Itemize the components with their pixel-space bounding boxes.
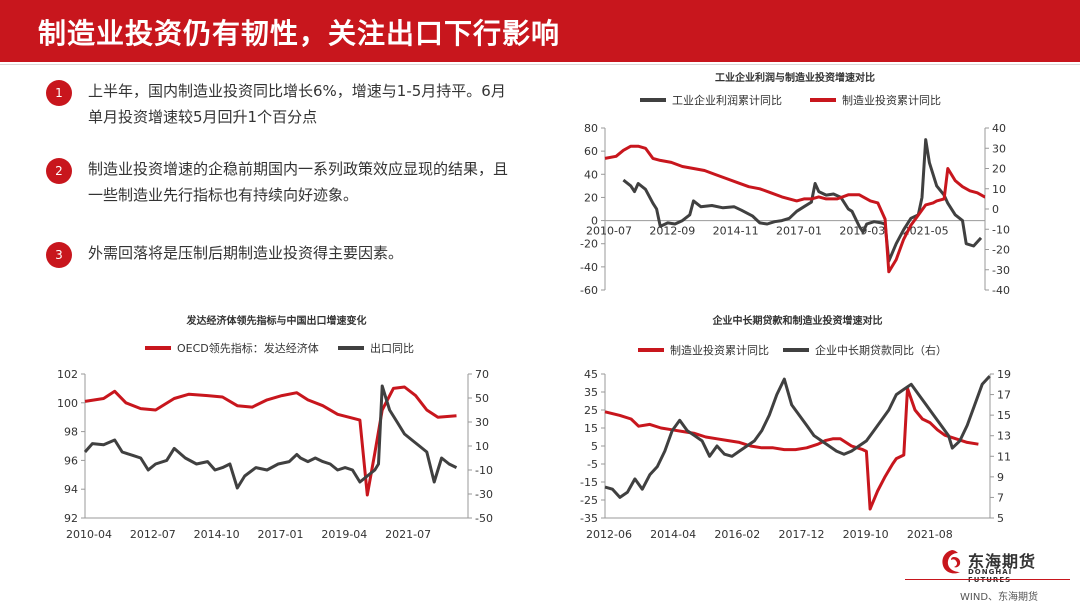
y-tick-label-right: 17 <box>997 389 1011 402</box>
footer-rule <box>905 579 1070 580</box>
x-tick-label: 2019-04 <box>321 528 367 541</box>
x-tick-label: 2016-02 <box>714 528 760 541</box>
y-tick-label-right: 13 <box>997 430 1011 443</box>
y-tick-label-right: 20 <box>992 163 1006 176</box>
y-tick-label-left: 45 <box>584 368 598 381</box>
logo-text-cn: 东海期货 <box>968 552 1037 571</box>
y-tick-label-left: -25 <box>580 494 598 507</box>
bullet-number-2: 2 <box>46 158 72 184</box>
x-tick-label: 2017-01 <box>258 528 304 541</box>
series-line-2 <box>604 144 987 274</box>
x-tick-label: 2010-04 <box>66 528 112 541</box>
legend-label: 制造业投资累计同比 <box>670 343 769 357</box>
logo-text-en: DONGHAI FUTURES <box>968 568 1013 584</box>
y-tick-label-left: 35 <box>584 386 598 399</box>
series-line-1 <box>84 385 457 497</box>
x-tick-label: 2021-05 <box>903 225 949 238</box>
legend-label: 企业中长期贷款同比（右） <box>815 343 947 357</box>
x-tick-label: 2014-10 <box>194 528 240 541</box>
bullet-text-2: 制造业投资增速的企稳前期国内一系列政策效应显现的结果，且一些制造业先行指标也有持… <box>88 160 509 204</box>
y-tick-label-right: -10 <box>992 223 1010 236</box>
y-tick-label-left: 98 <box>64 426 78 439</box>
x-tick-label: 2014-11 <box>713 225 759 238</box>
chart-title: 企业中长期贷款和制造业投资增速对比 <box>712 314 883 327</box>
y-tick-label-left: 5 <box>591 440 598 453</box>
title-banner: 制造业投资仍有韧性，关注出口下行影响 <box>0 0 1080 62</box>
legend-label: OECD领先指标：发达经济体 <box>177 341 319 355</box>
y-tick-label-left: -20 <box>580 238 598 251</box>
y-tick-label-left: 15 <box>584 422 598 435</box>
y-tick-label-right: -20 <box>992 244 1010 257</box>
y-tick-label-right: 50 <box>475 392 489 405</box>
series-line-1 <box>622 138 983 263</box>
bullet-number-3: 3 <box>46 242 72 268</box>
chart-oecd-vs-exports: 发达经济体领先指标与中国出口增速变化 OECD领先指标：发达经济体 出口同比 102 1… <box>57 314 493 541</box>
x-tick-label: 2017-01 <box>776 225 822 238</box>
y-tick-label-right: 30 <box>475 416 489 429</box>
y-tick-label-right: 30 <box>992 142 1006 155</box>
y-tick-label-right: 10 <box>992 183 1006 196</box>
bullet-number-1: 1 <box>46 80 72 106</box>
series-line-2 <box>83 384 458 490</box>
x-tick-label: 2021-07 <box>385 528 431 541</box>
y-tick-label-left: 92 <box>64 512 78 525</box>
legend-label: 出口同比 <box>370 341 414 355</box>
y-tick-label-left: -15 <box>580 476 598 489</box>
y-tick-label-right: 0 <box>992 203 999 216</box>
y-tick-label-right: -30 <box>992 264 1010 277</box>
x-tick-label: 2012-06 <box>586 528 632 541</box>
y-tick-label-right: 7 <box>997 491 1004 504</box>
y-tick-label-right: 19 <box>997 368 1011 381</box>
legend-label: 工业企业利润累计同比 <box>672 93 782 107</box>
header-divider <box>0 64 1080 65</box>
y-tick-label-left: 102 <box>57 368 78 381</box>
donghai-logo: 东海期货 DONGHAI FUTURES <box>932 546 1052 584</box>
y-tick-label-left: 0 <box>591 215 598 228</box>
y-tick-label-left: -5 <box>587 458 598 471</box>
y-tick-label-right: -30 <box>475 488 493 501</box>
chart-title: 发达经济体领先指标与中国出口增速变化 <box>186 314 367 327</box>
x-tick-label: 2014-04 <box>650 528 696 541</box>
y-tick-label-left: 100 <box>57 397 78 410</box>
y-tick-label-left: -60 <box>580 284 598 297</box>
y-tick-label-left: 80 <box>584 122 598 135</box>
y-tick-label-right: -40 <box>992 284 1010 297</box>
y-tick-label-right: -50 <box>475 512 493 525</box>
y-tick-label-right: 9 <box>997 471 1004 484</box>
x-tick-label: 2021-08 <box>907 528 953 541</box>
y-tick-label-left: 25 <box>584 404 598 417</box>
y-tick-label-right: -10 <box>475 464 493 477</box>
y-tick-label-left: 60 <box>584 145 598 158</box>
y-tick-label-left: -35 <box>580 512 598 525</box>
y-tick-label-left: 40 <box>584 168 598 181</box>
y-tick-label-right: 10 <box>475 440 489 453</box>
legend-label: 制造业投资累计同比 <box>842 93 941 107</box>
y-tick-label-right: 70 <box>475 368 489 381</box>
page-title: 制造业投资仍有韧性，关注出口下行影响 <box>38 17 561 50</box>
logo-swirl-icon <box>942 550 961 574</box>
y-tick-label-right: 5 <box>997 512 1004 525</box>
x-tick-label: 2019-10 <box>843 528 889 541</box>
bullet-text-1: 上半年，国内制造业投资同比增长6%，增速与1-5月持平。6月单月投资增速较5月回… <box>88 82 506 126</box>
y-tick-label-right: 40 <box>992 122 1006 135</box>
series-line-2 <box>604 375 991 499</box>
y-tick-label-left: 96 <box>64 454 78 467</box>
bullet-text-3: 外需回落将是压制后期制造业投资得主要因素。 <box>88 244 404 262</box>
chart-title: 工业企业利润与制造业投资增速对比 <box>715 71 875 84</box>
x-tick-label: 2012-09 <box>649 225 695 238</box>
y-tick-label-left: 20 <box>584 191 598 204</box>
y-tick-label-right: 15 <box>997 409 1011 422</box>
series-line-1 <box>604 386 979 511</box>
x-tick-label: 2012-07 <box>130 528 176 541</box>
source-note: WIND、东海期货 <box>960 592 1039 603</box>
y-tick-label-left: 94 <box>64 483 78 496</box>
y-tick-label-right: 11 <box>997 450 1011 463</box>
y-tick-label-left: -40 <box>580 261 598 274</box>
x-tick-label: 2017-12 <box>779 528 825 541</box>
x-tick-label: 2010-07 <box>586 225 632 238</box>
